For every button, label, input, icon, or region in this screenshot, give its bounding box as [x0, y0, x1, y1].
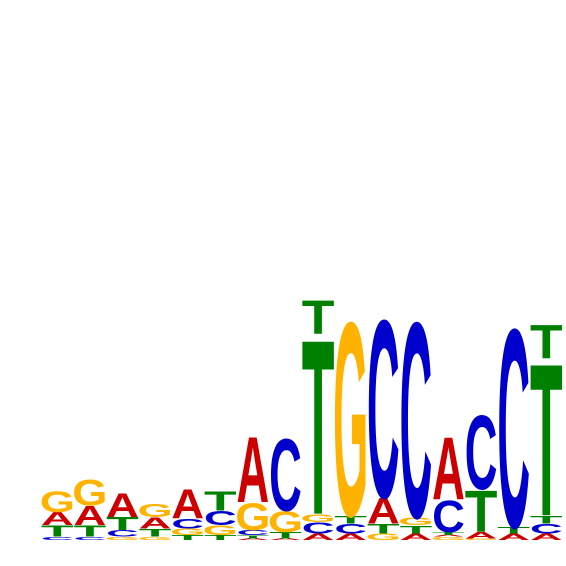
- logo-letter-C: C: [302, 519, 335, 537]
- logo-letter-C: C: [269, 417, 302, 532]
- logo-letter-A: A: [106, 486, 139, 524]
- logo-letter-A: A: [171, 482, 204, 528]
- logo-letter-C: C: [367, 267, 400, 551]
- logo-letter-G: G: [170, 527, 205, 537]
- logo-letter-T: T: [204, 534, 237, 542]
- logo-letter-G: G: [40, 486, 75, 519]
- logo-letter-T: T: [530, 319, 563, 562]
- logo-letter-G: G: [366, 532, 401, 542]
- logo-letter-T: T: [400, 523, 433, 536]
- logo-letter-C: C: [334, 521, 367, 536]
- logo-letter-T: T: [302, 290, 335, 344]
- logo-letter-G: G: [463, 538, 498, 541]
- logo-letter-T: T: [432, 531, 465, 536]
- logo-letter-T: T: [74, 522, 107, 540]
- logo-letter-C: C: [41, 536, 74, 541]
- logo-letter-C: C: [432, 491, 465, 542]
- logo-letter-T: T: [334, 513, 367, 526]
- logo-column-15: ATC: [497, 271, 530, 566]
- logo-letter-C: C: [74, 536, 107, 541]
- logo-letter-T: T: [302, 288, 335, 566]
- logo-letter-G: G: [300, 511, 335, 524]
- logo-letter-C: C: [530, 521, 563, 536]
- logo-letter-T: T: [530, 513, 563, 526]
- logo-letter-T: T: [139, 527, 172, 540]
- logo-letter-G: G: [137, 501, 172, 521]
- logo-letter-A: A: [530, 532, 563, 542]
- logo-letter-C: C: [204, 507, 237, 530]
- logo-letter-G: G: [398, 515, 433, 528]
- logo-letter-T: T: [204, 486, 237, 516]
- logo-letter-A: A: [74, 500, 107, 531]
- logo-letter-G: G: [72, 472, 107, 513]
- logo-letter-A: A: [139, 514, 172, 532]
- logo-letter-G: G: [203, 523, 238, 538]
- logo-letter-A: A: [432, 535, 465, 538]
- logo-letter-A: A: [432, 419, 465, 519]
- logo-letter-T: T: [171, 534, 204, 542]
- logo-letter-G: G: [235, 495, 270, 538]
- logo-letter-G: G: [105, 536, 140, 541]
- logo-letter-G: G: [431, 536, 466, 541]
- logo-letter-A: A: [302, 532, 335, 542]
- logo-letter-T: T: [367, 521, 400, 536]
- logo-letter-C: C: [400, 266, 433, 566]
- logo-letter-T: T: [530, 315, 563, 369]
- logo-letter-T: T: [41, 522, 74, 540]
- logo-letter-C: C: [497, 271, 530, 566]
- logo-letter-T: T: [237, 534, 270, 539]
- logo-letter-T: T: [269, 530, 302, 540]
- logo-letter-A: A: [497, 532, 530, 542]
- logo-letter-T: T: [106, 514, 139, 534]
- logo-letter-A: A: [269, 538, 302, 541]
- logo-letter-A: A: [334, 532, 367, 542]
- logo-letter-T: T: [497, 525, 530, 535]
- logo-letter-G: G: [268, 505, 303, 538]
- logo-letter-A: A: [367, 491, 400, 532]
- logo-letter-C: C: [465, 395, 498, 512]
- logo-letter-A: A: [237, 417, 270, 523]
- logo-letter-A: A: [400, 532, 433, 542]
- logo-letter-C: C: [171, 517, 204, 532]
- logo-letter-A: A: [237, 538, 270, 541]
- logo-letter-G: G: [137, 536, 172, 541]
- logo-letter-C: C: [237, 529, 270, 537]
- logo-letter-C: C: [106, 528, 139, 538]
- logo-letter-A: A: [465, 530, 498, 540]
- logo-letter-T: T: [465, 478, 498, 544]
- logo-letter-G: G: [333, 265, 368, 566]
- logo-letter-A: A: [41, 509, 74, 529]
